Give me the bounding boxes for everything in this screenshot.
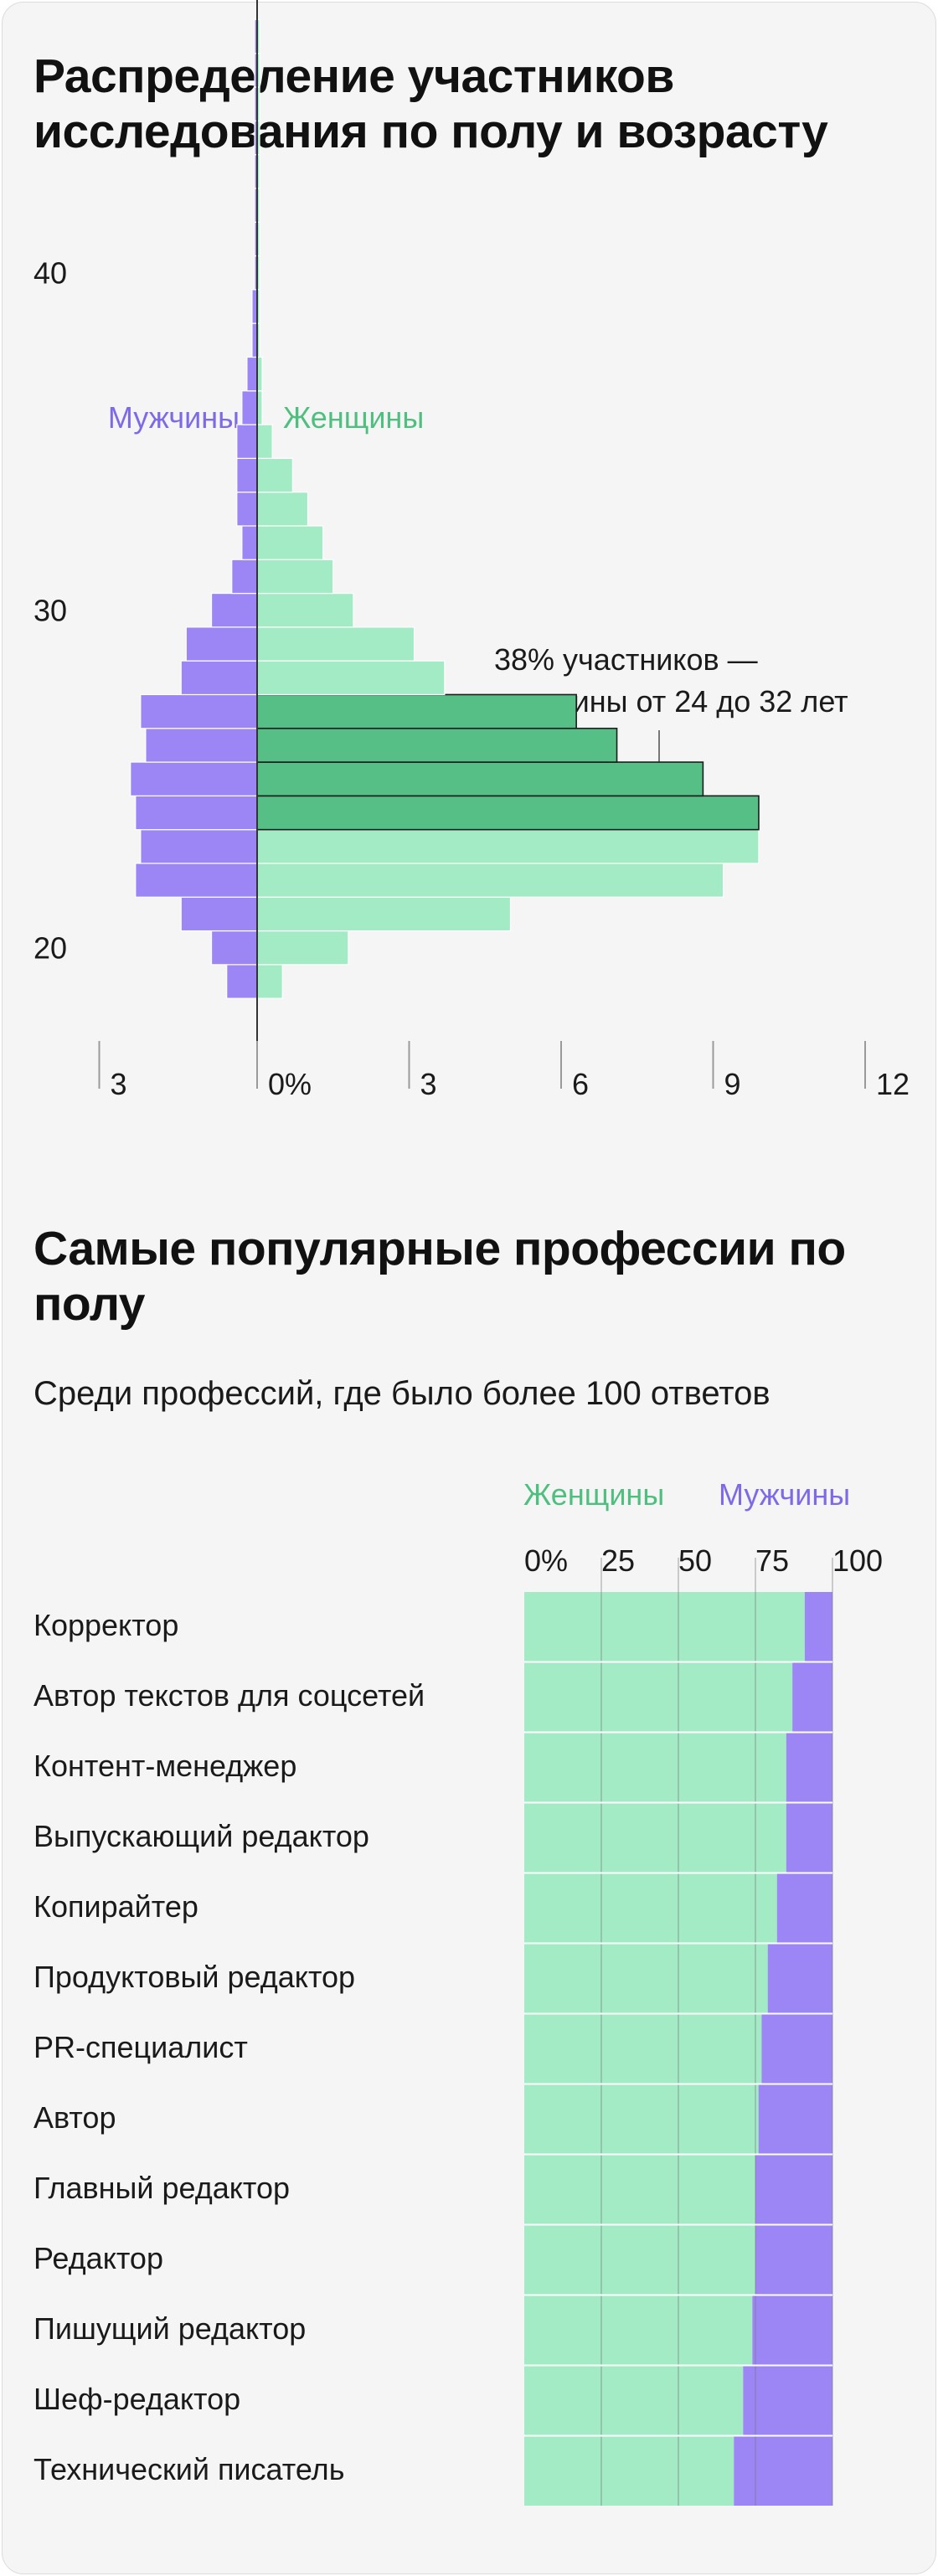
- men-label: Мужчины: [108, 400, 240, 435]
- profession-label: Продуктовый редактор: [34, 1960, 355, 1994]
- pyramid-bar-women: [256, 457, 293, 493]
- women-share-bar: [524, 1873, 777, 1943]
- legend-women: Женщины: [523, 1477, 664, 1512]
- women-share-bar: [524, 1803, 786, 1873]
- pyramid-bar-men: [210, 930, 258, 966]
- pyramid-bar-women: [256, 559, 334, 595]
- women-share-bar: [524, 2014, 762, 2084]
- x-tick-label: 50: [678, 1543, 712, 1578]
- pyramid-bar-women: [256, 626, 415, 662]
- profession-label: Копирайтер: [34, 1889, 198, 1924]
- x-tick-label: 0%: [524, 1543, 568, 1578]
- women-share-bar: [524, 2155, 755, 2224]
- women-share-bar: [524, 1592, 805, 1662]
- x-tick-label: 12: [876, 1067, 910, 1101]
- pyramid-bar-women: [256, 693, 577, 729]
- profession-label: Автор: [34, 2100, 116, 2135]
- men-share-bar: [792, 1662, 832, 1732]
- women-share-bar: [524, 2295, 753, 2365]
- pyramid-bar-women: [256, 829, 760, 864]
- pyramid-bar-women: [256, 727, 618, 763]
- women-share-bar: [524, 2436, 734, 2506]
- pyramid-bar-women: [256, 896, 512, 932]
- x-tick-label: 3: [420, 1067, 437, 1101]
- pyramid-bar-men: [210, 592, 258, 628]
- men-share-bar: [758, 2084, 832, 2154]
- x-tick-label: 75: [755, 1543, 789, 1578]
- men-share-bar: [804, 1592, 832, 1662]
- men-share-bar: [743, 2366, 832, 2435]
- pyramid-bar-women: [256, 761, 704, 797]
- men-share-bar: [752, 2295, 832, 2365]
- x-tick-label: 0%: [268, 1067, 312, 1101]
- women-share-bar: [524, 1944, 768, 2013]
- x-tick-label: 100: [832, 1543, 883, 1578]
- men-share-bar: [755, 2155, 832, 2224]
- x-tick-label: 6: [572, 1067, 589, 1101]
- women-share-bar: [524, 2225, 755, 2295]
- x-tick-label: 3: [111, 1067, 127, 1101]
- men-share-bar: [776, 1873, 832, 1943]
- men-share-bar: [755, 2225, 832, 2295]
- pyramid-bar-men: [236, 424, 258, 459]
- men-share-bar: [786, 1803, 832, 1873]
- men-share-bar: [734, 2436, 832, 2506]
- men-share-bar: [761, 2014, 832, 2084]
- pyramid-bar-women: [256, 795, 760, 831]
- men-share-bar: [786, 1733, 832, 1802]
- women-share-bar: [524, 1662, 793, 1732]
- x-tick-label: 25: [601, 1543, 635, 1578]
- women-label: Женщины: [283, 400, 424, 435]
- legend-men: Мужчины: [719, 1477, 850, 1512]
- pyramid-title: Распределение участников исследования по…: [34, 49, 828, 158]
- pyramid-bar-men: [140, 829, 258, 864]
- pyramid-bar-men: [185, 626, 258, 662]
- professions-subtitle: Среди профессий, где было более 100 отве…: [34, 1375, 770, 1412]
- pyramid-bar-women: [256, 525, 324, 560]
- y-tick-label: 30: [34, 594, 67, 628]
- y-tick-label: 20: [34, 931, 67, 966]
- x-tick-label: 9: [724, 1067, 741, 1101]
- pyramid-chart: Мужчины Женщины 38% участников — женщины…: [34, 0, 910, 1101]
- professions-title: Самые популярные профессии по полу: [34, 1222, 846, 1331]
- profession-label: PR-специалист: [34, 2030, 248, 2064]
- pyramid-bar-women: [256, 863, 724, 898]
- profession-label: Автор текстов для соцсетей: [34, 1678, 425, 1713]
- profession-label: Технический писатель: [34, 2452, 344, 2486]
- annotation-line-1: 38% участников —: [494, 642, 758, 677]
- profession-label: Пишущий редактор: [34, 2311, 306, 2346]
- women-share-bar: [524, 2084, 759, 2154]
- profession-label: Главный редактор: [34, 2171, 290, 2205]
- profession-label: Редактор: [34, 2241, 163, 2275]
- pyramid-bar-men: [231, 559, 258, 595]
- women-share-bar: [524, 1733, 786, 1802]
- men-share-bar: [767, 1944, 832, 2013]
- y-tick-label: 40: [34, 256, 67, 291]
- profession-label: Корректор: [34, 1608, 178, 1642]
- pyramid-bar-men: [180, 896, 258, 932]
- pyramid-bar-women: [256, 930, 349, 966]
- profession-label: Контент-менеджер: [34, 1749, 296, 1783]
- profession-label: Выпускающий редактор: [34, 1819, 369, 1853]
- pyramid-bar-men: [226, 964, 258, 999]
- profession-label: Шеф-редактор: [34, 2382, 240, 2416]
- women-share-bar: [524, 2366, 744, 2435]
